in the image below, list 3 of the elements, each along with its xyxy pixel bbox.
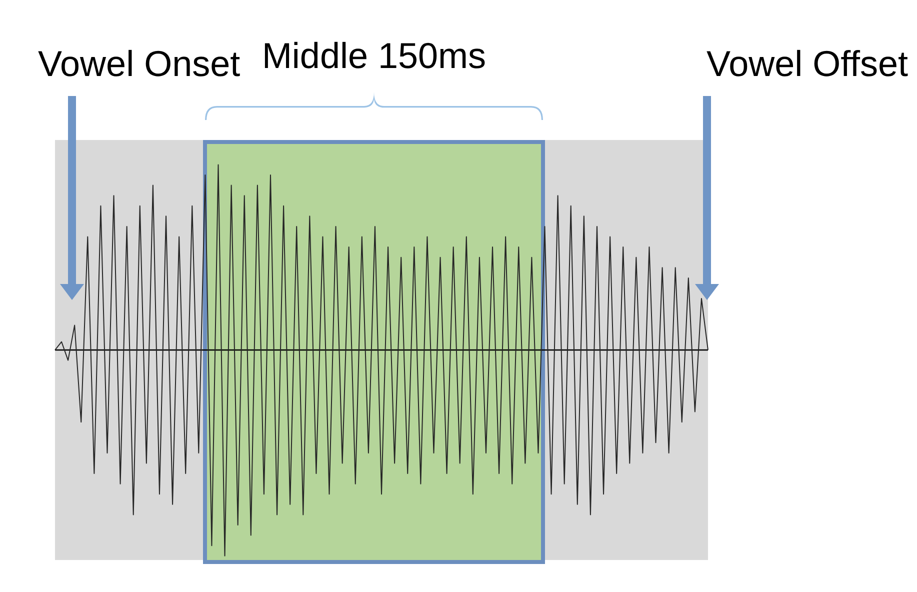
text: Vowel Onset — [38, 43, 240, 84]
text: Vowel Offset — [706, 43, 908, 84]
text: Middle 150ms — [262, 35, 486, 76]
